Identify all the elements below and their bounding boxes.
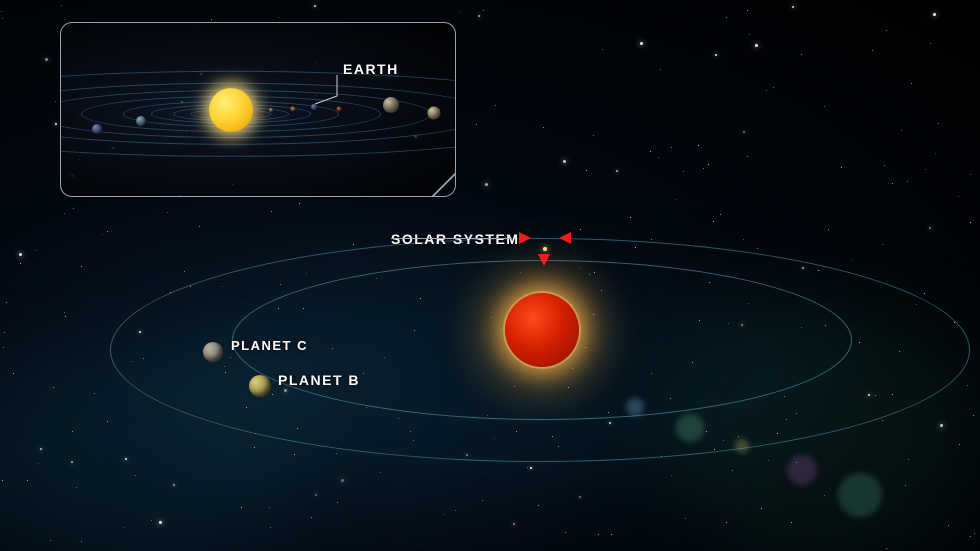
inset-planet xyxy=(428,107,441,120)
planet-c-label: PLANET C xyxy=(231,338,308,353)
inset-planet xyxy=(269,108,273,112)
solar-system-inset: EARTH xyxy=(60,22,456,197)
solar-system-point xyxy=(543,247,547,251)
solar-system-callout-line xyxy=(391,238,512,239)
solar-system-label: SOLAR SYSTEM xyxy=(391,231,519,247)
planet-b-label: PLANET B xyxy=(278,372,360,388)
planet-b xyxy=(249,375,271,397)
sun xyxy=(209,88,253,132)
planet-c xyxy=(203,342,223,362)
teegarden-star xyxy=(505,293,579,367)
inset-planet xyxy=(291,107,296,112)
earth-planet xyxy=(311,104,317,110)
inset-planet xyxy=(92,124,102,134)
inset-planet xyxy=(136,116,146,126)
inset-planet xyxy=(383,97,399,113)
inset-planet xyxy=(337,107,342,112)
earth-label: EARTH xyxy=(343,61,399,77)
